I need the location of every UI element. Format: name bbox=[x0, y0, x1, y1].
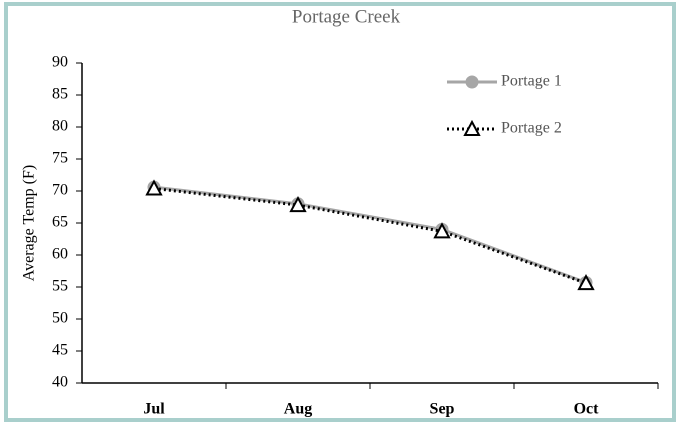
y-tick-label: 65 bbox=[52, 214, 68, 231]
series-line bbox=[153, 185, 587, 284]
x-tick-label: Sep bbox=[430, 401, 455, 418]
legend-marker bbox=[465, 75, 479, 89]
y-tick-label: 50 bbox=[52, 310, 68, 327]
y-tick-label: 85 bbox=[52, 86, 68, 103]
y-tick-label: 60 bbox=[52, 246, 68, 263]
legend-marker bbox=[463, 119, 481, 136]
x-tick-label: Jul bbox=[143, 401, 165, 418]
x-tick-label: Aug bbox=[284, 401, 312, 418]
y-tick-label: 75 bbox=[52, 150, 68, 167]
y-tick-label: 90 bbox=[52, 54, 68, 71]
data-point bbox=[577, 274, 595, 291]
y-tick-label: 55 bbox=[52, 278, 68, 295]
y-tick-label: 70 bbox=[52, 182, 68, 199]
y-tick-label: 80 bbox=[52, 118, 68, 135]
y-axis-label: Average Temp (F) bbox=[21, 165, 38, 281]
y-tick-label: 40 bbox=[52, 374, 68, 391]
data-point bbox=[433, 222, 451, 239]
legend-label: Portage 1 bbox=[501, 73, 562, 90]
x-tick-label: Oct bbox=[574, 401, 600, 418]
legend-label: Portage 2 bbox=[501, 120, 562, 137]
data-point bbox=[145, 179, 163, 196]
chart-title: Portage Creek bbox=[292, 6, 401, 27]
data-point bbox=[289, 195, 307, 213]
y-tick-label: 45 bbox=[52, 342, 68, 359]
